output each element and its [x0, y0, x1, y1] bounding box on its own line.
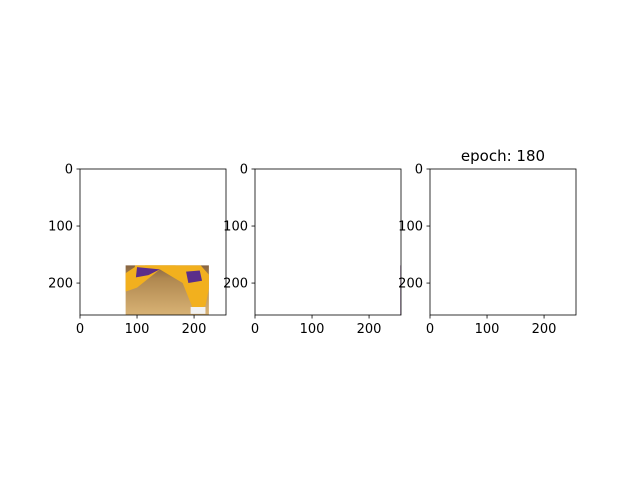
panel-photo: LAKERS 24	[79, 168, 227, 316]
mask-ytick-label: 0	[240, 163, 248, 178]
jersey-text: LAKERS	[158, 216, 194, 225]
photo-ytick-label: 200	[48, 277, 73, 292]
photo-ytick-label: 0	[65, 163, 73, 178]
mask-ytick-label: 200	[223, 277, 248, 292]
mask-ytick-label: 100	[223, 220, 248, 235]
prediction-image	[430, 169, 576, 315]
prediction-xtick-label: 0	[426, 322, 434, 337]
mask-frame	[254, 168, 402, 316]
prediction-ytick-label: 200	[398, 277, 423, 292]
mask-image	[400, 265, 401, 315]
prediction-frame	[429, 168, 577, 316]
photo-frame	[79, 168, 227, 316]
jersey-number: 24	[163, 228, 184, 245]
panel-title-epoch: epoch: 180	[461, 147, 545, 165]
photo-xtick-label: 200	[182, 322, 207, 337]
mask-xtick-label: 0	[251, 322, 259, 337]
prediction-ytick-label: 100	[398, 220, 423, 235]
prediction-ytick-label: 0	[415, 163, 423, 178]
panel-prediction	[429, 168, 577, 316]
axes-layer: 0 100 200 0 100 200 0 100 200 0 100 200 0 100 200 0 100 2…	[48, 163, 556, 338]
photo-xtick-label: 0	[76, 322, 84, 337]
mask-xtick-label: 200	[357, 322, 382, 337]
photo-xtick-label: 100	[125, 322, 150, 337]
photo-ytick-label: 100	[48, 220, 73, 235]
prediction-xtick-label: 100	[475, 322, 500, 337]
panel-mask	[254, 168, 402, 316]
photo-image: LAKERS 24	[125, 216, 209, 315]
prediction-xtick-label: 200	[532, 322, 557, 337]
mask-xtick-label: 100	[300, 322, 325, 337]
